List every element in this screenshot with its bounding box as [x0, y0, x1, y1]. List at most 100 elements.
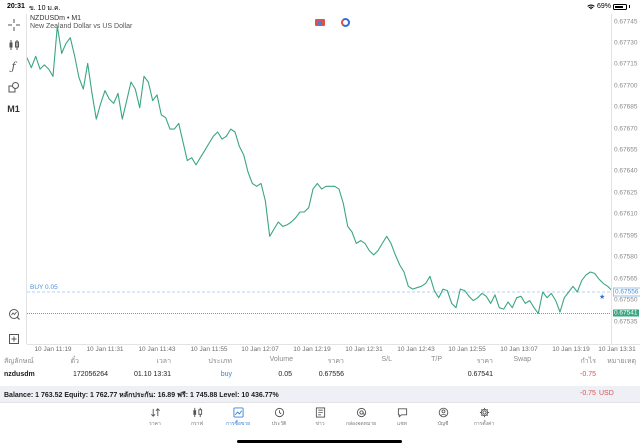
position-current-price: 0.67541 [467, 371, 493, 378]
price-axis-label: 0.67685 [614, 103, 638, 111]
history-icon [274, 407, 284, 418]
status-time: 20:31 [7, 3, 25, 10]
price-axis-label: 0.67610 [614, 210, 638, 218]
price-axis-label: 0.67670 [614, 125, 638, 133]
price-axis-label: 0.67595 [614, 232, 638, 240]
battery-icon [613, 3, 627, 10]
shapes-icon [8, 82, 19, 93]
quotes-icon [150, 408, 160, 417]
crosshair-button[interactable] [3, 16, 24, 34]
time-axis-label: 10 Jan 12:31 [345, 346, 383, 353]
timeframe-button[interactable]: M1 [7, 104, 20, 114]
price-axis: 0.67745 0.67730 0.67715 0.67700 0.67685 0.676… [611, 14, 640, 344]
price-axis-label: 0.67565 [614, 275, 638, 283]
time-axis-label: 10 Jan 11:43 [138, 346, 176, 353]
chart-search-icon [8, 309, 20, 320]
position-ticket: 172056264 [72, 371, 108, 378]
time-axis: 10 Jan 11:19 10 Jan 11:31 10 Jan 11:43 10 J… [27, 344, 640, 354]
status-bar: 20:31 ข. 10 ม.ค. 69% [0, 0, 640, 14]
chart-symbol: NZDUSDm • M1 [30, 15, 82, 22]
position-time: 01.10 13:31 [134, 371, 171, 378]
chart-type-button[interactable] [3, 36, 24, 54]
indicators-button[interactable]: ƒ [3, 57, 24, 75]
tab-trade-label: การซื้อขาย [225, 421, 251, 427]
tab-trade[interactable]: การซื้อขาย [218, 407, 258, 428]
tab-settings-label: การตั้งค่า [473, 421, 495, 427]
status-date: ข. 10 ม.ค. [29, 5, 61, 12]
header-type[interactable]: ประเภท [208, 358, 232, 365]
position-profit: -0.75 [580, 371, 596, 378]
price-axis-label: 0.67625 [614, 189, 638, 197]
candlestick-icon [9, 40, 19, 50]
price-axis-label: 0.67715 [614, 60, 638, 68]
objects-button[interactable] [3, 78, 24, 96]
position-row[interactable]: nzdusdm 172056264 01.10 13:31 buy 0.05 0… [0, 371, 640, 385]
account-currency: USD [599, 390, 614, 397]
price-axis-label: 0.67745 [614, 18, 638, 26]
account-summary: Balance: 1 763.52 Equity: 1 762.77 หลักป… [4, 392, 279, 399]
tab-mailbox[interactable]: กล่องจดหมาย [341, 407, 381, 428]
tab-news-label: ข่าว [315, 421, 325, 427]
balance-bar[interactable]: Balance: 1 763.52 Equity: 1 762.77 หลักป… [0, 386, 640, 402]
time-axis-label: 10 Jan 12:07 [241, 346, 279, 353]
news-icon [315, 407, 325, 418]
trade-levels-button[interactable] [3, 305, 24, 323]
settings-icon [479, 407, 489, 418]
wifi-icon [587, 4, 595, 9]
battery-percent: 69% [596, 3, 611, 10]
position-symbol: nzdusdm [4, 371, 35, 378]
positions-table: สัญลักษณ์ ตั๋ว เวลา ประเภท Volume ราคา S… [0, 354, 640, 386]
tab-chart[interactable]: กราฟ [177, 407, 217, 428]
time-axis-label: 10 Jan 12:55 [448, 346, 486, 353]
header-volume[interactable]: Volume [269, 356, 293, 363]
account-icon [438, 407, 448, 418]
signal-icon[interactable] [341, 18, 350, 27]
time-axis-label: 10 Jan 13:31 [598, 346, 636, 353]
crosshair-icon [7, 19, 20, 31]
one-click-trading-icon[interactable] [315, 19, 325, 26]
trade-icon [232, 407, 244, 418]
tab-news[interactable]: ข่าว [300, 407, 340, 428]
position-volume: 0.05 [278, 371, 292, 378]
header-current-price[interactable]: ราคา [476, 358, 493, 365]
header-time[interactable]: เวลา [156, 358, 171, 365]
header-symbol[interactable]: สัญลักษณ์ [4, 358, 34, 365]
tab-quotes[interactable]: ราคา [135, 407, 175, 428]
new-order-button[interactable] [3, 330, 24, 348]
total-profit: -0.75 [580, 390, 596, 397]
time-axis-label: 10 Jan 11:55 [190, 346, 228, 353]
tab-chart-label: กราฟ [190, 421, 204, 427]
price-chart[interactable]: NZDUSDm • M1 New Zealand Dollar vs US Do… [27, 14, 611, 344]
header-tp[interactable]: T/P [431, 356, 442, 363]
position-type: buy [220, 371, 232, 378]
price-axis-label: 0.67535 [614, 318, 638, 326]
tab-chat-label: แชท [397, 421, 407, 427]
chart-icon [192, 407, 202, 418]
tab-chat[interactable]: แชท [382, 407, 422, 428]
battery-cap [629, 5, 630, 8]
time-axis-label: 10 Jan 12:19 [293, 346, 331, 353]
tab-history[interactable]: ประวัติ [259, 407, 299, 428]
header-ticket[interactable]: ตั๋ว [70, 358, 79, 365]
tab-settings[interactable]: การตั้งค่า [464, 407, 504, 428]
tab-account[interactable]: บัญชี [423, 407, 463, 428]
status-right: 69% [587, 3, 630, 10]
positions-header: สัญลักษณ์ ตั๋ว เวลา ประเภท Volume ราคา S… [0, 356, 640, 370]
price-line-plot: BUY 0.05 ★ [27, 25, 611, 314]
bottom-tab-bar: ราคา กราฟ การซื้อขาย ประวัติ ข่าว กล่องจ… [0, 402, 640, 447]
current-price-tag: 0.67541 [613, 309, 639, 317]
header-swap[interactable]: Swap [513, 356, 531, 363]
header-sl[interactable]: S/L [381, 356, 392, 363]
price-axis-label: 0.67730 [614, 39, 638, 47]
position-open-price: 0.67556 [318, 371, 344, 378]
price-line [27, 25, 611, 314]
buy-line-label: BUY 0.05 [30, 284, 58, 291]
time-axis-label: 10 Jan 11:31 [86, 346, 124, 353]
home-indicator[interactable] [237, 440, 402, 443]
price-axis-label: 0.67655 [614, 146, 638, 154]
header-profit[interactable]: กำไร [580, 358, 596, 365]
header-comment[interactable]: หมายเหตุ [607, 358, 636, 365]
time-axis-label: 10 Jan 13:19 [552, 346, 590, 353]
header-open-price[interactable]: ราคา [327, 358, 344, 365]
